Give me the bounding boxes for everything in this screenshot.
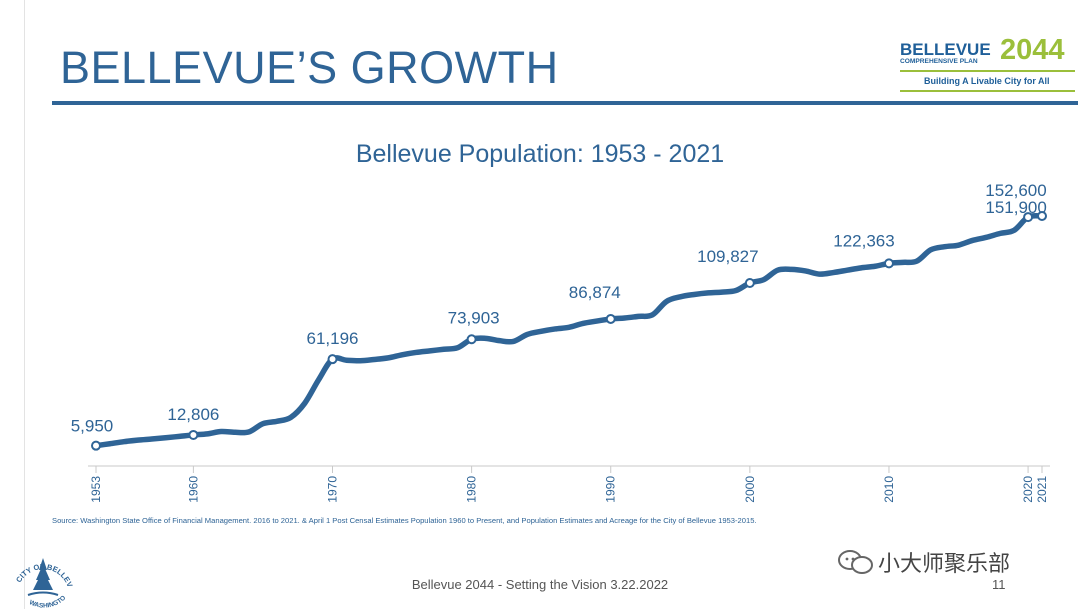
x-tick-label: 2020 (1021, 476, 1035, 503)
logo-year: 2044 (1000, 34, 1065, 66)
x-tick-label: 1980 (465, 476, 479, 503)
x-tick-label: 1970 (326, 476, 340, 503)
watermark-text: 小大师聚乐部 (878, 552, 1011, 577)
data-point-marker (605, 313, 616, 324)
population-series-line (93, 212, 1045, 449)
data-label: 122,363 (833, 231, 894, 250)
x-tick-label: 2000 (743, 476, 757, 503)
slide-title: BELLEVUE’S GROWTH (60, 42, 559, 93)
logo-tagline: Building A Livable City for All (924, 76, 1050, 86)
title-divider (52, 101, 1078, 105)
x-tick-label: 2021 (1035, 476, 1049, 503)
data-point-marker (1037, 211, 1047, 221)
data-label: 152,600 (985, 181, 1046, 200)
logo-rule-bottom (900, 90, 1075, 92)
marker-layer (91, 211, 1047, 451)
city-of-bellevue-seal: CITY OF BELLEVUE WASHINGTON (8, 540, 75, 609)
data-label-layer: 5,950 12,806 61,196 73,903 86,874 109,827 122,… (71, 181, 1047, 436)
page-number: 11 (992, 577, 1006, 592)
footer-text: Bellevue 2044 - Setting the Vision 3.22.… (411, 577, 669, 592)
data-point-marker (466, 334, 477, 345)
slide-frame (24, 0, 1080, 609)
data-label: 151,900 (985, 198, 1046, 217)
data-point-marker (91, 440, 101, 451)
logo-rule (900, 70, 1075, 72)
data-point-marker (188, 429, 199, 440)
x-tick-label: 1953 (89, 476, 103, 503)
chart-title: Bellevue Population: 1953 - 2021 (355, 140, 725, 168)
bellevue-2044-logo: BELLEVUE 2044 COMPREHENSIVE PLAN Buildin… (900, 34, 1078, 92)
data-point-marker (883, 258, 894, 269)
logo-name: BELLEVUE (900, 40, 991, 59)
series-layer (93, 212, 1045, 449)
chat-bubbles-icon (838, 550, 873, 574)
data-label: 109,827 (697, 247, 758, 266)
data-label: 73,903 (448, 308, 500, 327)
x-axis: 1953 1960 1970 1980 1990 2000 2010 2020 2021 (88, 465, 1050, 503)
data-label: 86,874 (569, 283, 621, 302)
logo-subtitle: COMPREHENSIVE PLAN (900, 58, 978, 65)
data-label: 5,950 (71, 417, 114, 436)
population-line-chart: 1953 1960 1970 1980 1990 2000 2010 2020 2021 5,9… (71, 181, 1050, 503)
data-point-marker (744, 277, 755, 288)
data-point-marker (327, 354, 338, 365)
x-tick-label: 2010 (882, 476, 896, 503)
source-note: Source: Washington State Office of Finan… (52, 516, 757, 525)
x-tick-label: 1960 (186, 476, 200, 503)
data-label: 12,806 (167, 405, 219, 424)
data-label: 61,196 (307, 329, 359, 348)
x-tick-label: 1990 (604, 476, 618, 503)
data-point-marker (1023, 212, 1034, 223)
